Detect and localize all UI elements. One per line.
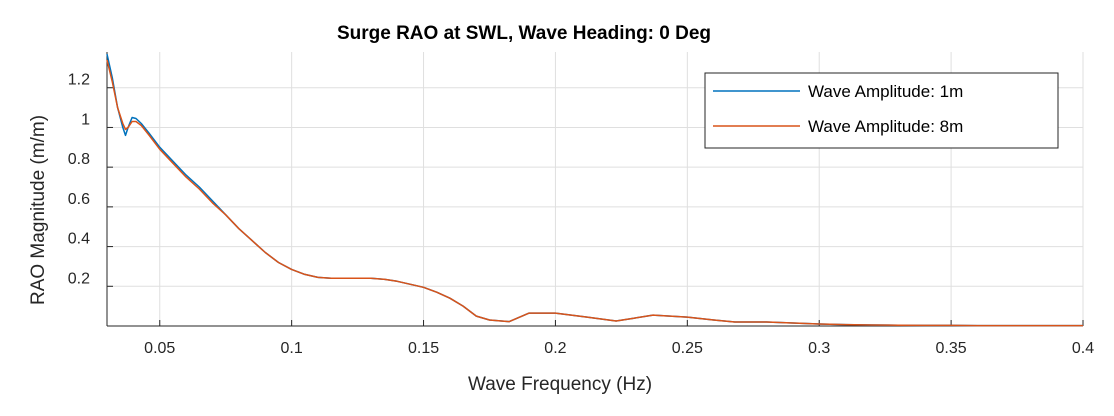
x-tick-label: 0.05 xyxy=(144,340,175,357)
x-tick-label: 0.25 xyxy=(672,340,703,357)
x-tick-label: 0.3 xyxy=(808,340,830,357)
y-tick-label: 1.2 xyxy=(68,72,90,89)
x-tick-label: 0.35 xyxy=(936,340,967,357)
y-tick-label: 0.4 xyxy=(68,231,90,248)
grid-lines xyxy=(107,52,1084,326)
x-tick-label: 0.2 xyxy=(544,340,566,357)
series-line-amplitude-8m xyxy=(106,59,1083,327)
y-axis-label: RAO Magnitude (m/m) xyxy=(28,115,49,305)
legend-box xyxy=(704,72,1059,149)
x-tick-label: 0.1 xyxy=(281,340,303,357)
x-tick-labels: 0.05 0.1 0.15 0.2 0.25 0.3 0.35 0.4 xyxy=(144,340,1094,357)
series-lines xyxy=(106,53,1083,327)
legend: Wave Amplitude: 1m Wave Amplitude: 8m xyxy=(704,72,1059,149)
legend-entry-amplitude-8m: Wave Amplitude: 8m xyxy=(808,117,963,136)
x-axis-label: Wave Frequency (Hz) xyxy=(468,374,652,395)
y-tick-label: 0.8 xyxy=(68,151,90,168)
y-tick-label: 0.6 xyxy=(68,191,90,208)
legend-entry-amplitude-1m: Wave Amplitude: 1m xyxy=(808,82,963,101)
y-tick-label: 1 xyxy=(81,111,90,128)
x-tick-label: 0.4 xyxy=(1072,340,1094,357)
y-tick-labels: 0.2 0.4 0.6 0.8 1 1.2 xyxy=(68,72,90,288)
y-tick-label: 0.2 xyxy=(68,270,90,287)
chart-title: Surge RAO at SWL, Wave Heading: 0 Deg xyxy=(337,23,711,44)
x-tick-label: 0.15 xyxy=(408,340,439,357)
